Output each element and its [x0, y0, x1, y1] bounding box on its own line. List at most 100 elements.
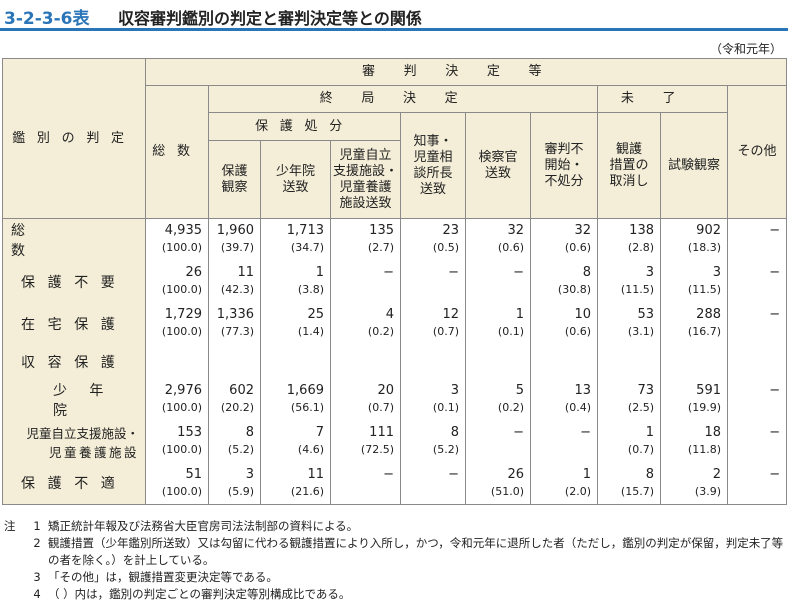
count: − — [769, 382, 781, 398]
percentage: (100.0) — [161, 442, 202, 456]
count: 23 — [442, 223, 459, 238]
percentage: (3.1) — [627, 324, 654, 338]
header-cell: 未了 — [597, 85, 728, 113]
count: 2,976 — [164, 382, 202, 398]
percentage: (15.7) — [620, 484, 654, 498]
percentage: (3.9) — [694, 484, 721, 498]
value-cell: 10 (0.6) — [530, 302, 598, 345]
header-line: 知事・ — [413, 133, 453, 149]
value-cell: 20 (0.7) — [330, 378, 401, 421]
header-cell: 終局決定 — [208, 85, 598, 113]
value-cell: 591 (19.9) — [660, 378, 728, 421]
header-line: 談所長 — [413, 165, 453, 181]
count: − — [769, 466, 781, 482]
value-cell: 1 (0.7) — [597, 420, 661, 463]
header-cell: 保護処分 — [208, 112, 401, 141]
row-label: 保護不適 — [21, 476, 128, 493]
header-line: 施設送致 — [339, 195, 392, 211]
percentage: (100.0) — [161, 241, 202, 254]
count: 4 — [385, 306, 394, 322]
count: − — [448, 466, 459, 482]
count: 8 — [582, 264, 591, 280]
value-cell: 11 (42.3) — [208, 260, 261, 303]
value-cell: − — [465, 260, 531, 303]
header-row: 保護 観察 少年院 送致 児童自立 支援施設・ 児童養護 施設送致 — [3, 140, 787, 219]
percentage: (11.5) — [620, 282, 654, 296]
header-cell: 審判不 開始・ 不処分 — [530, 112, 598, 219]
percentage: (100.0) — [161, 484, 202, 498]
percentage: (0.6) — [564, 241, 591, 254]
value-cell — [400, 344, 466, 379]
percentage: (77.3) — [220, 324, 254, 338]
value-cell: 26 (51.0) — [465, 462, 531, 505]
body-row: 児童自立支援施設・ 児童養護施設 153 (100.0) 8 (5.2) 7 (4.6) 111… — [2, 420, 788, 463]
value-cell: 12 (0.7) — [400, 302, 466, 345]
header-cell: 審判決定等 — [144, 58, 788, 86]
row-label-cell: 在宅保護 — [2, 302, 146, 345]
value-cell: 3 (0.1) — [400, 378, 466, 421]
value-cell: 18 (11.8) — [660, 420, 728, 463]
header-line: 児童自立 — [339, 147, 392, 163]
percentage: (100.0) — [161, 282, 202, 296]
header-text: 保護処分 — [255, 118, 354, 134]
value-cell: 32 (0.6) — [530, 218, 598, 261]
count: − — [580, 424, 591, 440]
count: − — [448, 264, 459, 280]
value-cell: − — [726, 260, 788, 303]
note-text: （ ）内は，鑑別の判定ごとの審判決定等別構成比である。 — [48, 587, 351, 601]
value-cell: 4 (0.2) — [330, 302, 401, 345]
count: − — [513, 424, 524, 440]
count: 138 — [629, 223, 654, 238]
value-cell: 153 (100.0) — [145, 420, 209, 463]
value-cell — [465, 344, 531, 379]
header-row: 鑑別の判定 審判決定等 — [2, 58, 788, 219]
header-cell: 試験観察 — [660, 112, 728, 219]
value-cell: 602 (20.2) — [208, 378, 261, 421]
row-label: 保護不要 — [21, 274, 128, 291]
count: 1 — [645, 424, 654, 440]
table-number: 3-2-3-6表 — [4, 9, 90, 29]
value-cell: − — [726, 378, 788, 421]
value-cell: 1,336 (77.3) — [208, 302, 261, 345]
percentage: (3.8) — [297, 282, 324, 296]
count: 1 — [515, 306, 524, 322]
note-row: 4 （ ）内は，鑑別の判定ごとの審判決定等別構成比である。 — [4, 586, 784, 603]
percentage: (34.7) — [290, 241, 324, 254]
count: 26 — [185, 264, 202, 280]
row-label-cell: 児童自立支援施設・ 児童養護施設 — [2, 420, 146, 463]
header-bar: 3-2-3-6表 収容審判鑑別の判定と審判決定等との関係 — [0, 0, 788, 31]
value-cell: 8 (5.2) — [400, 420, 466, 463]
value-cell — [726, 344, 788, 379]
percentage: (39.7) — [220, 241, 254, 254]
note-number: 3 — [33, 570, 41, 584]
count: 3 — [245, 466, 254, 482]
header-line: 送致 — [282, 179, 309, 195]
count: 1,960 — [216, 223, 254, 238]
header-line: 観察 — [221, 179, 248, 195]
count: 26 — [507, 466, 524, 482]
percentage: (30.8) — [557, 282, 591, 296]
count: 18 — [704, 424, 721, 440]
row-label: 収容保護 — [21, 354, 128, 371]
header-line: 検察官 — [478, 149, 518, 165]
percentage: (0.2) — [367, 324, 394, 338]
count: 7 — [315, 424, 324, 440]
note-row: 2 観護措置（少年鑑別所送致）又は勾留に代わる観護措置により入所し，かつ，令和元年… — [4, 535, 784, 569]
percentage: (5.2) — [432, 442, 459, 456]
value-cell — [208, 344, 261, 379]
note-text: 「その他」は，観護措置変更決定等である。 — [48, 570, 278, 584]
body-row: 保護不適 51 (100.0) 3 (5.9) 11 (21.6) − − 26 (51.0) 1 (2… — [2, 462, 788, 505]
percentage: (0.6) — [497, 241, 524, 254]
percentage: (5.9) — [227, 484, 254, 498]
count: 11 — [237, 264, 254, 280]
value-cell: − — [400, 462, 466, 505]
count: 135 — [369, 223, 394, 238]
count: 20 — [377, 382, 394, 398]
count: 32 — [574, 223, 591, 238]
count: 25 — [307, 306, 324, 322]
header-cell: 検察官 送致 — [465, 112, 531, 219]
value-cell: 902 (18.3) — [660, 218, 728, 261]
header-text: 審判決定等 — [362, 64, 571, 79]
count: − — [383, 264, 394, 280]
header-text: 未了 — [620, 91, 705, 106]
